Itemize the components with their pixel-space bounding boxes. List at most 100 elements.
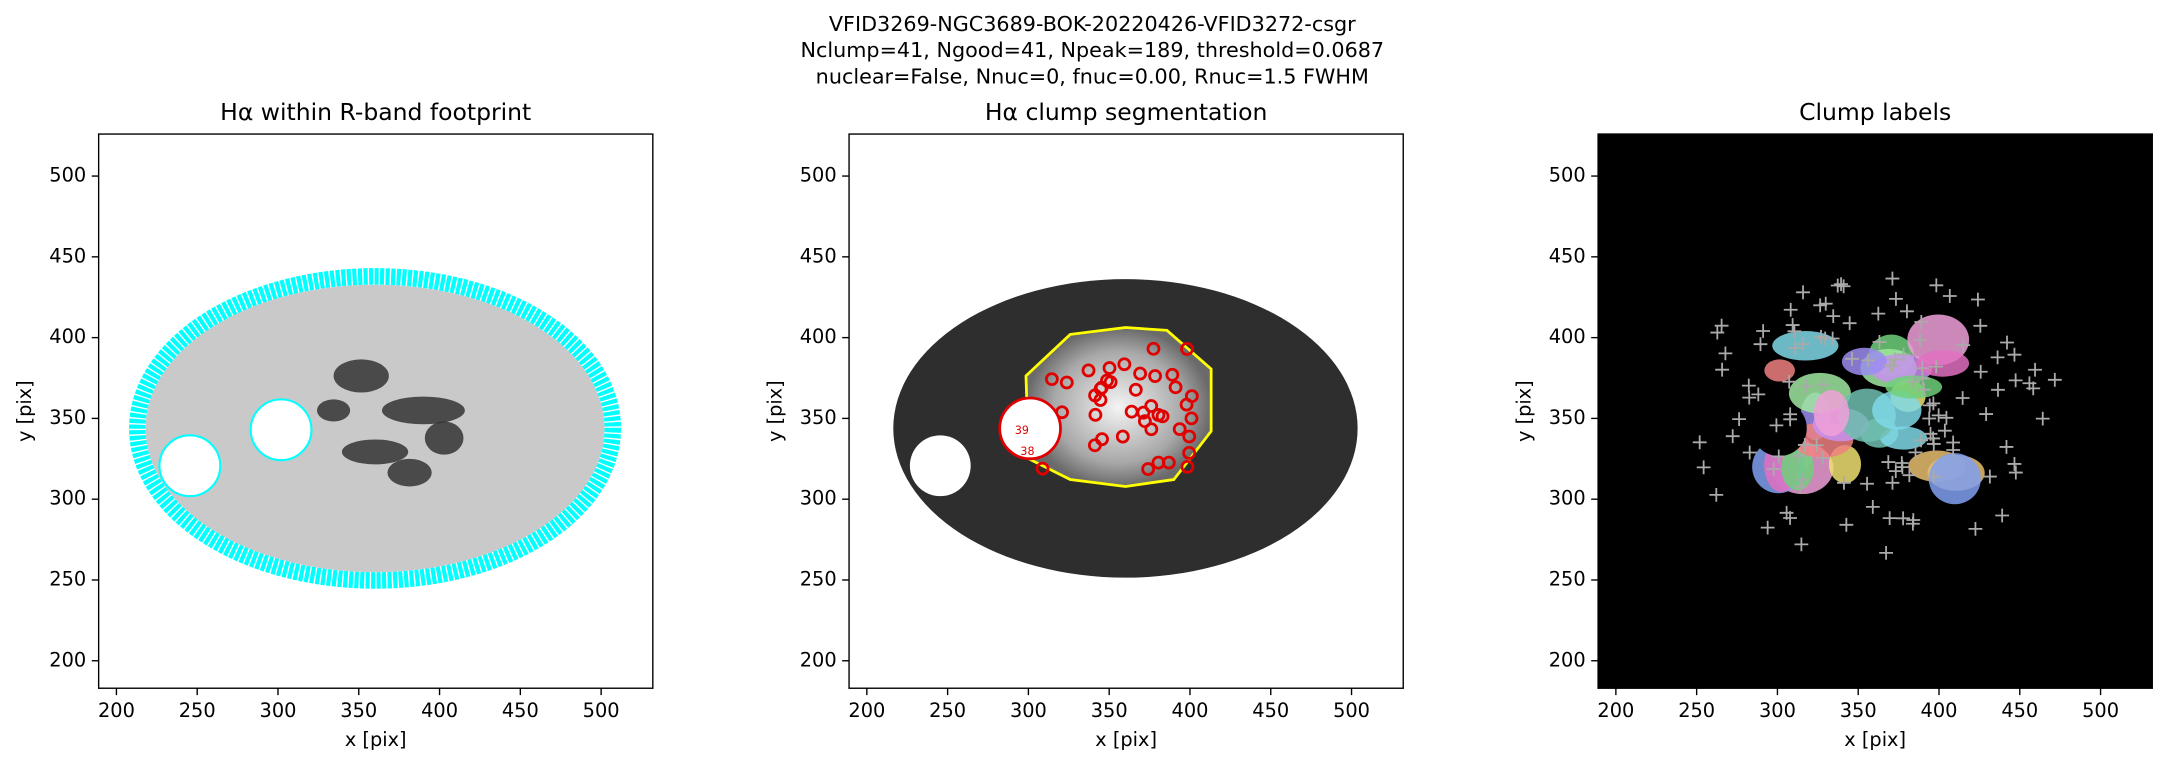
peak-marker	[1715, 362, 1730, 377]
figure-title: nuclear=False, Nnuc=0, fnuc=0.00, Rnuc=1…	[816, 64, 1369, 88]
galaxy-disk	[145, 284, 605, 573]
panel-title: Hα clump segmentation	[985, 98, 1268, 126]
peak-marker	[1818, 296, 1833, 311]
peak-marker	[1915, 361, 1930, 376]
y-tick-label: 250	[49, 567, 86, 590]
peak-marker	[1946, 443, 1961, 457]
peak-marker	[1881, 455, 1896, 469]
peak-marker	[1929, 359, 1944, 374]
peak-marker	[1742, 445, 1757, 460]
clump-region	[1841, 347, 1887, 376]
y-tick-label: 200	[800, 648, 837, 671]
y-tick-label: 200	[49, 648, 86, 671]
peak-marker	[1785, 318, 1800, 332]
y-tick-label: 500	[1549, 164, 1586, 187]
y-axis-label: y [pix]	[13, 380, 36, 442]
peak-marker	[1991, 382, 2005, 397]
axes-frame	[1597, 133, 2153, 689]
peak-marker	[1914, 433, 1928, 448]
peak-marker	[1885, 475, 1900, 490]
clump-marker	[1035, 461, 1050, 476]
peak-marker	[1797, 438, 1812, 452]
y-tick-label: 250	[800, 567, 837, 590]
clump-marker	[1184, 411, 1199, 426]
peak-marker	[1771, 449, 1786, 464]
mask	[909, 435, 971, 497]
y-tick-label: 350	[49, 406, 86, 429]
peak-marker	[1926, 396, 1941, 411]
y-tick-label: 350	[1549, 406, 1586, 429]
peak-marker	[1732, 412, 1747, 427]
x-tick-label: 200	[98, 699, 135, 722]
y-tick-label: 500	[800, 164, 837, 187]
peak-marker	[1871, 306, 1886, 321]
peak-marker	[2047, 372, 2062, 387]
peak-marker	[1865, 499, 1880, 514]
peak-marker	[1769, 418, 1784, 433]
peak-marker	[1826, 309, 1841, 324]
peak-marker	[1741, 378, 1756, 393]
peak-marker	[2008, 465, 2023, 480]
peak-marker	[1799, 379, 1814, 394]
x-tick-label: 200	[848, 699, 885, 722]
y-tick-label: 350	[800, 406, 837, 429]
peak-marker	[1882, 511, 1897, 526]
x-tick-label: 500	[1333, 699, 1370, 722]
clump-marker	[1102, 361, 1117, 375]
y-tick-label: 300	[800, 487, 837, 510]
galaxy-arm	[381, 396, 465, 425]
clump-marker	[1088, 407, 1103, 422]
x-tick-label: 200	[1597, 699, 1634, 722]
clump-marker	[1128, 382, 1143, 397]
clump-region	[1764, 359, 1795, 382]
peak-marker	[1990, 350, 2005, 365]
y-tick-label: 300	[49, 487, 86, 510]
peak-marker	[1692, 435, 1707, 450]
clump-marker	[1117, 357, 1132, 372]
peak-marker	[1906, 513, 1921, 527]
clump-marker	[1184, 389, 1199, 404]
peak-marker	[1968, 521, 1983, 536]
clump-region	[1772, 331, 1839, 361]
x-tick-label: 350	[1091, 699, 1128, 722]
peak-marker	[1793, 479, 1808, 494]
clump-marker	[1100, 373, 1114, 388]
peak-marker	[1926, 469, 1941, 484]
peak-marker	[1760, 520, 1775, 535]
x-tick-label: 300	[260, 699, 297, 722]
clump-marker	[1144, 422, 1159, 437]
peak-marker	[1782, 374, 1797, 389]
clump-marker	[1095, 432, 1109, 447]
peak-marker	[1756, 324, 1771, 338]
x-tick-label: 400	[1921, 699, 1958, 722]
peak-marker	[1955, 391, 1970, 405]
clump-marker	[1182, 429, 1197, 444]
clump-marker	[1161, 455, 1176, 470]
peak-marker	[1753, 337, 1768, 352]
peak-marker	[1783, 412, 1798, 427]
peak-marker	[1885, 359, 1900, 373]
peak-marker	[1999, 440, 2014, 454]
x-tick-label: 400	[421, 699, 458, 722]
image	[1598, 134, 2153, 689]
peak-marker	[1709, 487, 1724, 502]
clump-region	[1813, 389, 1850, 437]
peak-marker	[2007, 347, 2022, 362]
x-tick-label: 500	[2082, 699, 2119, 722]
peak-marker	[1837, 475, 1851, 490]
peak-marker	[1783, 302, 1798, 317]
peak-marker	[2022, 376, 2037, 391]
galaxy-arm	[424, 421, 464, 455]
y-tick-label: 450	[49, 244, 86, 267]
peak-marker	[1809, 438, 1824, 453]
clump-marker	[1136, 405, 1151, 420]
peak-marker	[1942, 289, 1957, 303]
x-tick-label: 300	[1759, 699, 1796, 722]
peak-marker	[1971, 292, 1985, 307]
galaxy-arm	[341, 439, 409, 465]
clump-marker	[1137, 414, 1152, 429]
peak-marker	[1895, 460, 1910, 475]
x-tick-label: 400	[1172, 699, 1209, 722]
clump-marker	[1088, 388, 1102, 403]
